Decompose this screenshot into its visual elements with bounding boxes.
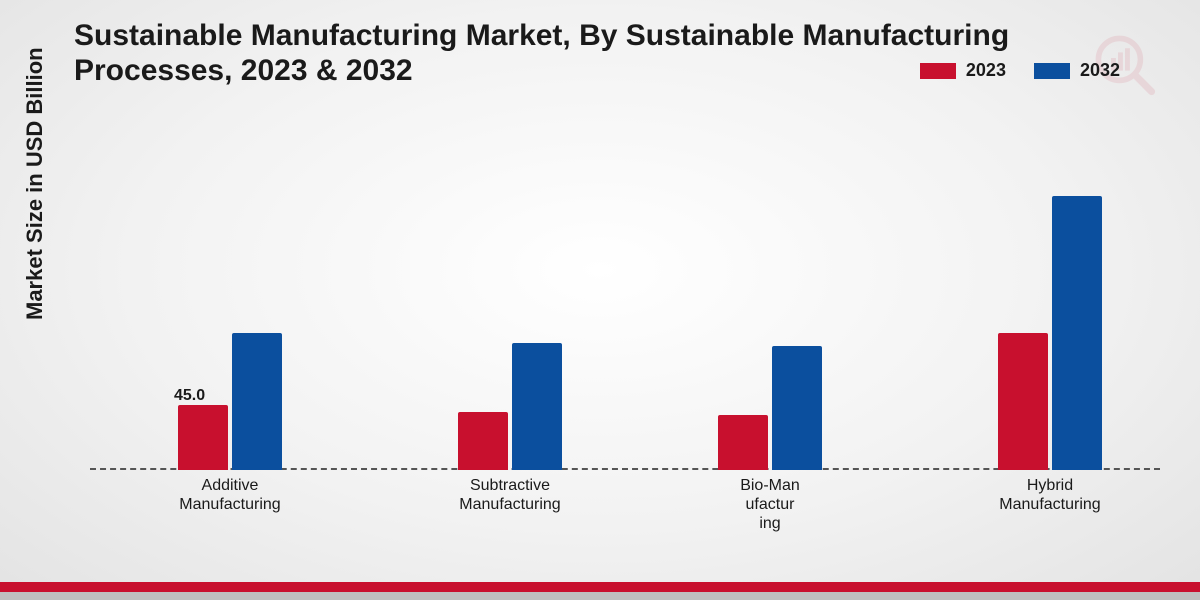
bar-bio-y2032	[772, 346, 822, 470]
bar-subtractive-y2023	[458, 412, 508, 470]
bar-subtractive-y2032	[512, 343, 562, 470]
bar-bio-y2023	[718, 415, 768, 470]
x-label-subtractive: Subtractive Manufacturing	[430, 476, 590, 514]
footer-red-stripe	[0, 582, 1200, 592]
y-axis-label: Market Size in USD Billion	[22, 47, 48, 320]
legend-swatch-2023	[920, 63, 956, 79]
bar-group-hybrid	[998, 196, 1102, 470]
x-label-bio: Bio-Man ufactur ing	[690, 476, 850, 534]
footer-bar	[0, 582, 1200, 600]
x-label-additive: Additive Manufacturing	[150, 476, 310, 514]
legend-label-2032: 2032	[1080, 60, 1120, 81]
legend-item-2032: 2032	[1034, 60, 1120, 81]
legend-item-2023: 2023	[920, 60, 1006, 81]
legend-swatch-2032	[1034, 63, 1070, 79]
bar-group-bio	[718, 346, 822, 470]
chart-container: Sustainable Manufacturing Market, By Sus…	[0, 0, 1200, 600]
plot-area: Additive ManufacturingSubtractive Manufa…	[90, 110, 1160, 470]
bar-hybrid-y2023	[998, 333, 1048, 470]
legend-label-2023: 2023	[966, 60, 1006, 81]
footer-grey-stripe	[0, 592, 1200, 600]
bar-additive-y2023	[178, 405, 228, 470]
bar-additive-y2032	[232, 333, 282, 470]
x-label-hybrid: Hybrid Manufacturing	[970, 476, 1130, 514]
legend: 2023 2032	[920, 60, 1120, 81]
value-label-additive-y2023: 45.0	[174, 387, 205, 405]
bar-group-subtractive	[458, 343, 562, 470]
bar-hybrid-y2032	[1052, 196, 1102, 470]
